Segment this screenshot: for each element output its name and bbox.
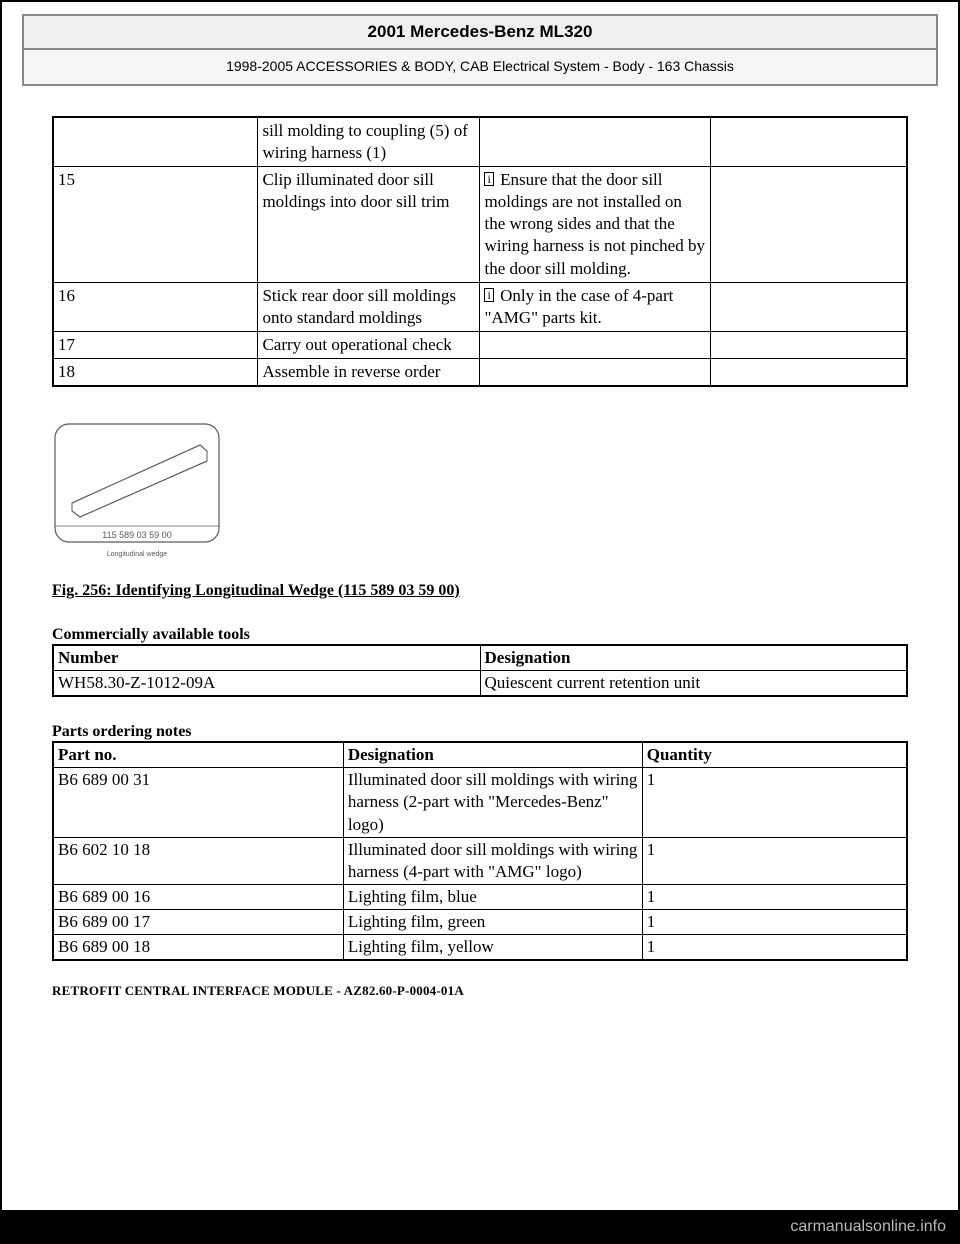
steps-tbody: sill molding to coupling (5) of wiring h… — [53, 117, 907, 386]
tools-tbody: WH58.30-Z-1012-09AQuiescent current rete… — [53, 671, 907, 697]
parts-header-row: Part no.DesignationQuantity — [53, 742, 907, 768]
document-header: 2001 Mercedes-Benz ML320 1998-2005 ACCES… — [22, 14, 938, 86]
parts-cell: Illuminated door sill moldings with wiri… — [343, 837, 642, 884]
figure-partno-svg: 115 589 03 59 00 — [102, 530, 171, 540]
tools-cell: WH58.30-Z-1012-09A — [53, 671, 480, 697]
step-extra — [711, 282, 907, 331]
page-container: 2001 Mercedes-Benz ML320 1998-2005 ACCES… — [0, 0, 960, 1212]
step-action: Assemble in reverse order — [258, 358, 480, 386]
table-row: 18Assemble in reverse order — [53, 358, 907, 386]
header-title: 2001 Mercedes-Benz ML320 — [24, 16, 936, 50]
parts-cell: B6 689 00 16 — [53, 884, 343, 909]
content-area: sill molding to coupling (5) of wiring h… — [22, 86, 938, 1009]
step-action: Carry out operational check — [258, 331, 480, 358]
step-note: i Ensure that the door sill moldings are… — [480, 167, 711, 282]
parts-cell: 1 — [642, 837, 907, 884]
step-note — [480, 358, 711, 386]
parts-cell: 1 — [642, 884, 907, 909]
parts-cell: 1 — [642, 768, 907, 837]
table-row: B6 689 00 17Lighting film, green1 — [53, 909, 907, 934]
parts-cell: B6 602 10 18 — [53, 837, 343, 884]
tools-col-header: Number — [53, 645, 480, 671]
parts-cell: Lighting film, yellow — [343, 934, 642, 960]
table-row: B6 689 00 16Lighting film, blue1 — [53, 884, 907, 909]
tools-header-row: NumberDesignation — [53, 645, 907, 671]
watermark: carmanualsonline.info — [0, 1212, 960, 1244]
figure-illustration: 115 589 03 59 00 Longitudinal wedge — [52, 421, 222, 566]
step-note — [480, 117, 711, 167]
info-icon: i — [484, 288, 493, 302]
parts-col-header: Quantity — [642, 742, 907, 768]
table-row: 16Stick rear door sill moldings onto sta… — [53, 282, 907, 331]
parts-cell: 1 — [642, 934, 907, 960]
tools-table: NumberDesignation WH58.30-Z-1012-09AQuie… — [52, 644, 908, 697]
step-action: Clip illuminated door sill moldings into… — [258, 167, 480, 282]
figure-block: 115 589 03 59 00 Longitudinal wedge Fig.… — [52, 421, 908, 600]
parts-cell: 1 — [642, 909, 907, 934]
parts-col-header: Part no. — [53, 742, 343, 768]
table-row: 15Clip illuminated door sill moldings in… — [53, 167, 907, 282]
figure-caption: Fig. 256: Identifying Longitudinal Wedge… — [52, 582, 908, 600]
parts-cell: B6 689 00 18 — [53, 934, 343, 960]
parts-cell: Illuminated door sill moldings with wiri… — [343, 768, 642, 837]
tools-col-header: Designation — [480, 645, 907, 671]
step-note — [480, 331, 711, 358]
parts-cell: B6 689 00 17 — [53, 909, 343, 934]
tools-cell: Quiescent current retention unit — [480, 671, 907, 697]
steps-table: sill molding to coupling (5) of wiring h… — [52, 116, 908, 387]
step-action: Stick rear door sill moldings onto stand… — [258, 282, 480, 331]
tools-heading: Commercially available tools — [52, 626, 908, 644]
info-icon: i — [484, 172, 493, 186]
table-row: sill molding to coupling (5) of wiring h… — [53, 117, 907, 167]
step-extra — [711, 117, 907, 167]
step-note: i Only in the case of 4-part "AMG" parts… — [480, 282, 711, 331]
step-number: 16 — [53, 282, 258, 331]
table-row: B6 602 10 18Illuminated door sill moldin… — [53, 837, 907, 884]
step-number: 17 — [53, 331, 258, 358]
table-row: B6 689 00 31Illuminated door sill moldin… — [53, 768, 907, 837]
parts-col-header: Designation — [343, 742, 642, 768]
parts-table: Part no.DesignationQuantity B6 689 00 31… — [52, 741, 908, 961]
header-subtitle: 1998-2005 ACCESSORIES & BODY, CAB Electr… — [24, 50, 936, 84]
parts-cell: Lighting film, green — [343, 909, 642, 934]
step-extra — [711, 331, 907, 358]
footer-heading: RETROFIT CENTRAL INTERFACE MODULE - AZ82… — [52, 983, 908, 999]
table-row: WH58.30-Z-1012-09AQuiescent current rete… — [53, 671, 907, 697]
parts-heading: Parts ordering notes — [52, 723, 908, 741]
step-number: 15 — [53, 167, 258, 282]
table-row: 17Carry out operational check — [53, 331, 907, 358]
parts-cell: B6 689 00 31 — [53, 768, 343, 837]
figure-subcaption-svg: Longitudinal wedge — [107, 551, 167, 558]
step-action: sill molding to coupling (5) of wiring h… — [258, 117, 480, 167]
step-extra — [711, 167, 907, 282]
parts-tbody: B6 689 00 31Illuminated door sill moldin… — [53, 768, 907, 960]
step-extra — [711, 358, 907, 386]
table-row: B6 689 00 18Lighting film, yellow1 — [53, 934, 907, 960]
step-number — [53, 117, 258, 167]
step-number: 18 — [53, 358, 258, 386]
parts-cell: Lighting film, blue — [343, 884, 642, 909]
